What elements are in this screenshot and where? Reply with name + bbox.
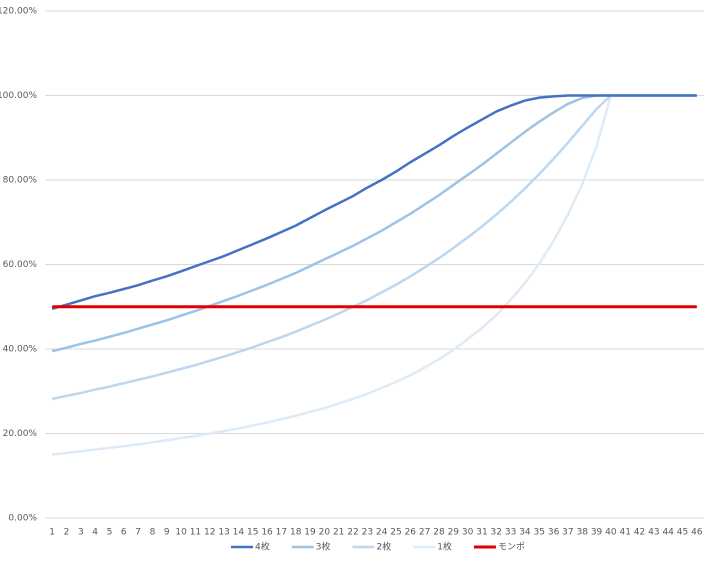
x-tick-label: 44 <box>662 528 674 538</box>
x-tick-label: 8 <box>150 528 156 538</box>
x-tick-label: 41 <box>619 528 630 538</box>
legend-label: 3枚 <box>316 541 331 553</box>
x-tick-label: 33 <box>505 528 516 538</box>
x-tick-label: 19 <box>304 528 316 538</box>
legend-label: 4枚 <box>255 541 270 553</box>
x-tick-label: 5 <box>107 528 113 538</box>
x-tick-label: 28 <box>433 528 445 538</box>
y-tick-label: 0.00% <box>8 514 37 524</box>
x-tick-label: 37 <box>562 528 573 538</box>
series-line <box>51 94 697 311</box>
x-tick-label: 6 <box>121 528 127 538</box>
x-tick-label: 4 <box>92 528 98 538</box>
x-tick-label: 46 <box>691 528 703 538</box>
x-tick-label: 17 <box>276 528 287 538</box>
x-tick-label: 40 <box>605 528 617 538</box>
series-line <box>52 94 697 456</box>
x-tick-label: 31 <box>476 528 487 538</box>
x-tick-label: 20 <box>319 528 331 538</box>
x-tick-label: 32 <box>491 528 502 538</box>
x-tick-label: 35 <box>534 528 545 538</box>
x-tick-label: 7 <box>135 528 141 538</box>
x-tick-label: 43 <box>648 528 659 538</box>
series-line <box>51 94 697 353</box>
series-line <box>51 94 697 401</box>
x-tick-label: 24 <box>376 528 388 538</box>
legend-label: 1枚 <box>437 541 452 553</box>
x-tick-label: 34 <box>519 528 531 538</box>
x-tick-label: 10 <box>175 528 187 538</box>
x-tick-label: 16 <box>261 528 273 538</box>
x-tick-label: 45 <box>677 528 688 538</box>
x-tick-label: 1 <box>49 528 55 538</box>
x-tick-label: 21 <box>333 528 344 538</box>
x-tick-label: 26 <box>405 528 417 538</box>
x-tick-label: 13 <box>218 528 229 538</box>
x-tick-label: 14 <box>233 528 245 538</box>
x-tick-label: 30 <box>462 528 474 538</box>
x-tick-label: 12 <box>204 528 215 538</box>
y-tick-label: 60.00% <box>3 260 38 270</box>
y-tick-label: 40.00% <box>3 345 38 355</box>
x-tick-label: 2 <box>64 528 70 538</box>
x-tick-label: 36 <box>548 528 560 538</box>
x-tick-label: 42 <box>634 528 645 538</box>
y-tick-label: 100.00% <box>0 91 37 101</box>
x-tick-label: 25 <box>390 528 401 538</box>
x-tick-label: 27 <box>419 528 430 538</box>
y-tick-label: 120.00% <box>0 7 37 17</box>
x-tick-label: 15 <box>247 528 258 538</box>
legend-label: 2枚 <box>376 541 391 553</box>
y-tick-label: 20.00% <box>3 429 38 439</box>
x-tick-label: 29 <box>448 528 460 538</box>
x-tick-label: 22 <box>347 528 358 538</box>
x-tick-label: 18 <box>290 528 302 538</box>
x-tick-label: 23 <box>362 528 373 538</box>
x-tick-label: 9 <box>164 528 170 538</box>
x-tick-label: 38 <box>577 528 589 538</box>
x-tick-label: 3 <box>78 528 84 538</box>
y-tick-label: 80.00% <box>3 176 38 186</box>
x-tick-label: 11 <box>190 528 201 538</box>
x-tick-label: 39 <box>591 528 603 538</box>
legend-label: モンポ <box>498 542 525 553</box>
